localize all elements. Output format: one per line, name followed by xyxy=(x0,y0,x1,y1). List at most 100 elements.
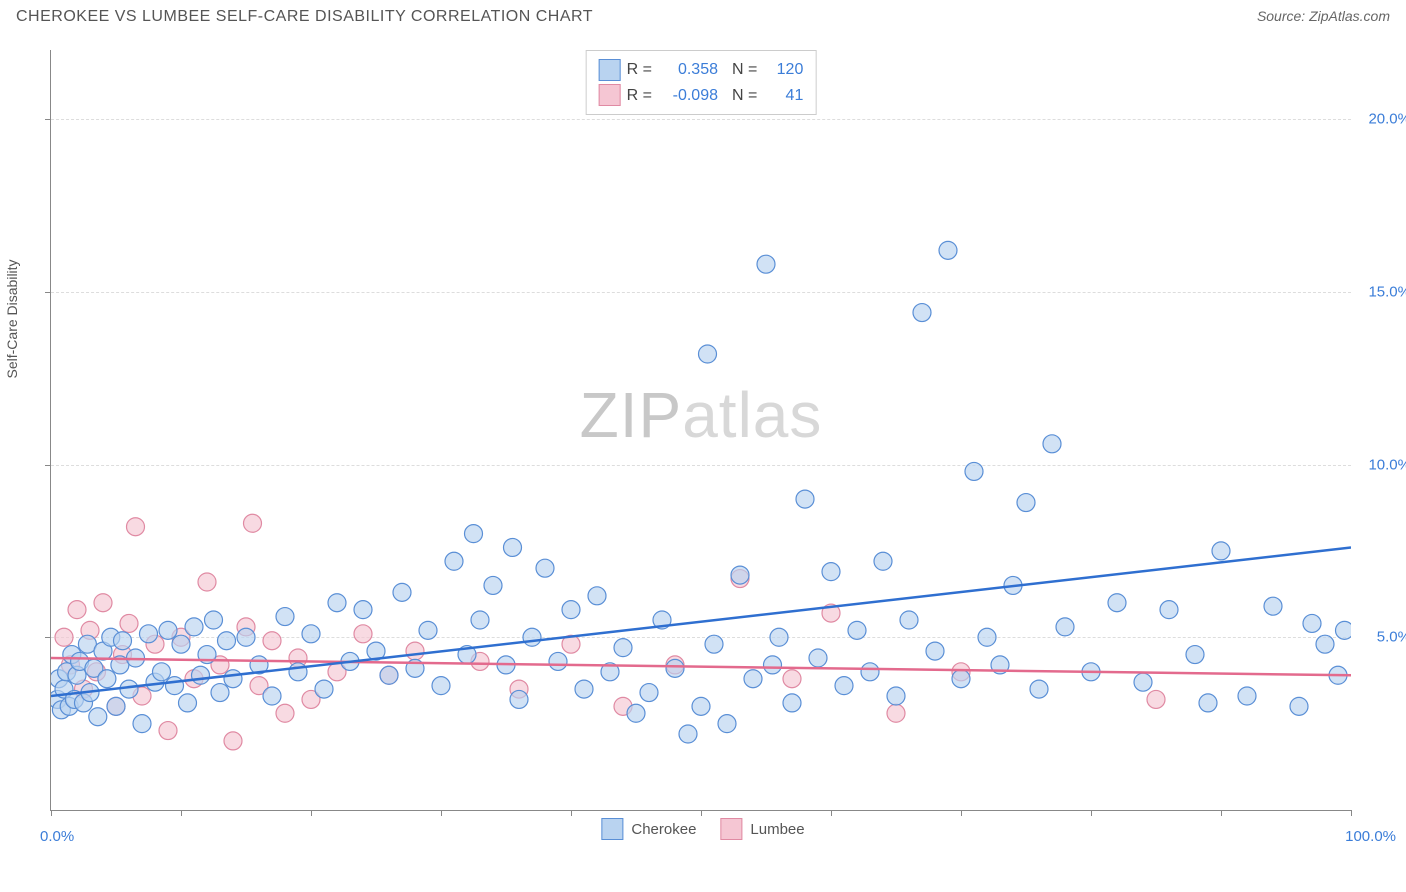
data-point xyxy=(614,639,632,657)
data-point xyxy=(562,601,580,619)
cherokee-r-value: 0.358 xyxy=(658,57,718,83)
data-point xyxy=(1108,594,1126,612)
data-point xyxy=(874,552,892,570)
data-point xyxy=(484,576,502,594)
n-label: N = xyxy=(732,57,757,83)
source-prefix: Source: xyxy=(1257,8,1309,24)
x-tick xyxy=(701,810,702,816)
data-point xyxy=(757,255,775,273)
data-point xyxy=(731,566,749,584)
data-point xyxy=(140,625,158,643)
legend-item-lumbee: Lumbee xyxy=(720,818,804,840)
data-point xyxy=(55,628,73,646)
swatch-lumbee xyxy=(720,818,742,840)
data-point xyxy=(89,708,107,726)
data-point xyxy=(328,594,346,612)
data-point xyxy=(887,704,905,722)
data-point xyxy=(276,608,294,626)
data-point xyxy=(835,677,853,695)
source-name: ZipAtlas.com xyxy=(1309,8,1390,24)
data-point xyxy=(471,611,489,629)
data-point xyxy=(900,611,918,629)
data-point xyxy=(1264,597,1282,615)
data-point xyxy=(939,241,957,259)
y-tick-label: 10.0% xyxy=(1368,456,1406,473)
x-tick xyxy=(1091,810,1092,816)
data-point xyxy=(1030,680,1048,698)
data-point xyxy=(380,666,398,684)
r-label: R = xyxy=(627,83,652,109)
data-point xyxy=(809,649,827,667)
data-point xyxy=(68,601,86,619)
data-point xyxy=(1160,601,1178,619)
data-point xyxy=(926,642,944,660)
data-point xyxy=(198,573,216,591)
data-point xyxy=(98,670,116,688)
data-point xyxy=(263,687,281,705)
x-tick xyxy=(441,810,442,816)
data-point xyxy=(276,704,294,722)
data-point xyxy=(354,625,372,643)
data-point xyxy=(315,680,333,698)
chart-plot-area: ZIPatlas R = 0.358 N = 120 R = -0.098 N … xyxy=(50,50,1351,811)
x-tick xyxy=(961,810,962,816)
data-point xyxy=(166,677,184,695)
swatch-cherokee xyxy=(601,818,623,840)
correlation-legend: R = 0.358 N = 120 R = -0.098 N = 41 xyxy=(586,50,817,115)
y-tick-label: 15.0% xyxy=(1368,283,1406,300)
y-tick-label: 20.0% xyxy=(1368,111,1406,128)
data-point xyxy=(192,666,210,684)
data-point xyxy=(764,656,782,674)
data-point xyxy=(848,621,866,639)
data-point xyxy=(679,725,697,743)
data-point xyxy=(536,559,554,577)
data-point xyxy=(114,632,132,650)
data-point xyxy=(159,621,177,639)
data-point xyxy=(978,628,996,646)
data-point xyxy=(1212,542,1230,560)
data-point xyxy=(861,663,879,681)
data-point xyxy=(211,684,229,702)
series-legend: Cherokee Lumbee xyxy=(601,818,804,840)
data-point xyxy=(692,697,710,715)
data-point xyxy=(796,490,814,508)
data-point xyxy=(153,663,171,681)
legend-row-cherokee: R = 0.358 N = 120 xyxy=(599,57,804,83)
data-point xyxy=(952,670,970,688)
source-attribution: Source: ZipAtlas.com xyxy=(1257,8,1390,26)
data-point xyxy=(666,659,684,677)
data-point xyxy=(1238,687,1256,705)
data-point xyxy=(237,628,255,646)
data-point xyxy=(179,694,197,712)
cherokee-n-value: 120 xyxy=(763,57,803,83)
data-point xyxy=(1056,618,1074,636)
data-point xyxy=(120,680,138,698)
chart-title: CHEROKEE VS LUMBEE SELF-CARE DISABILITY … xyxy=(16,8,593,26)
data-point xyxy=(94,594,112,612)
data-point xyxy=(822,563,840,581)
data-point xyxy=(699,345,717,363)
y-axis-title: Self-Care Disability xyxy=(4,259,20,378)
data-point xyxy=(783,694,801,712)
data-point xyxy=(1336,621,1352,639)
swatch-cherokee xyxy=(599,59,621,81)
data-point xyxy=(1134,673,1152,691)
data-point xyxy=(465,525,483,543)
lumbee-n-value: 41 xyxy=(763,83,803,109)
data-point xyxy=(1290,697,1308,715)
x-tick xyxy=(1351,810,1352,816)
x-tick xyxy=(51,810,52,816)
data-point xyxy=(445,552,463,570)
x-tick xyxy=(1221,810,1222,816)
data-point xyxy=(127,518,145,536)
data-point xyxy=(504,538,522,556)
data-point xyxy=(107,697,125,715)
legend-label-cherokee: Cherokee xyxy=(631,821,696,838)
swatch-lumbee xyxy=(599,84,621,106)
data-point xyxy=(1017,494,1035,512)
data-point xyxy=(120,614,138,632)
data-point xyxy=(744,670,762,688)
data-point xyxy=(783,670,801,688)
n-label: N = xyxy=(732,83,757,109)
x-tick xyxy=(831,810,832,816)
